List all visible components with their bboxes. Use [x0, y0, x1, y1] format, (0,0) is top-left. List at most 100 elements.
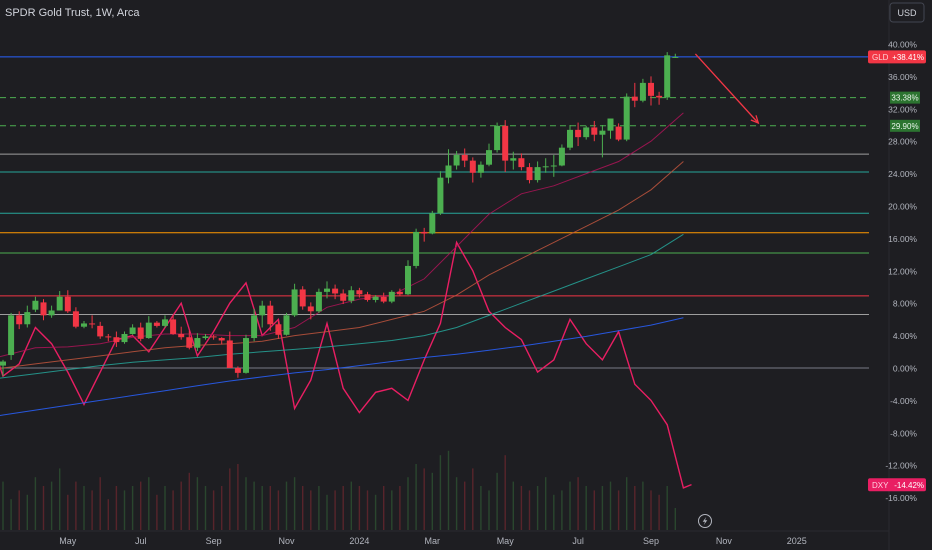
candle[interactable]	[259, 300, 266, 328]
projection-arrow-head[interactable]	[750, 115, 760, 125]
candle[interactable]	[380, 292, 387, 304]
time-axis[interactable]: May Jul Sep Nov 2024 Mar May Jul Sep Nov 2025	[59, 536, 807, 546]
candle[interactable]	[113, 331, 120, 347]
candle[interactable]	[194, 333, 201, 351]
candle[interactable]	[72, 307, 79, 329]
currency-button-label[interactable]: USD	[897, 8, 917, 18]
candle[interactable]	[202, 333, 209, 340]
candle[interactable]	[291, 283, 298, 317]
candle[interactable]	[583, 125, 590, 140]
candle[interactable]	[275, 321, 282, 339]
candle[interactable]	[307, 302, 314, 320]
candle[interactable]	[332, 284, 339, 300]
candle[interactable]	[469, 157, 476, 183]
candle[interactable]	[494, 122, 501, 153]
candle[interactable]	[672, 53, 679, 58]
candle[interactable]	[283, 312, 290, 336]
candle[interactable]	[550, 154, 557, 177]
candle[interactable]	[445, 149, 452, 184]
candle[interactable]	[575, 122, 582, 147]
candle[interactable]	[591, 120, 598, 142]
currency-button[interactable]: USD	[889, 2, 925, 23]
candle[interactable]	[97, 321, 104, 339]
candle[interactable]	[178, 326, 185, 340]
candle[interactable]	[477, 161, 484, 178]
candle[interactable]	[453, 150, 460, 170]
candle-body	[558, 147, 565, 166]
candle[interactable]	[210, 334, 217, 340]
lightning-icon-circle[interactable]	[698, 514, 712, 528]
candle[interactable]	[486, 143, 492, 167]
candle[interactable]	[226, 331, 233, 368]
candle[interactable]	[48, 305, 55, 318]
candle[interactable]	[16, 311, 23, 330]
candle[interactable]	[502, 120, 509, 172]
candle[interactable]	[388, 290, 395, 304]
candle[interactable]	[251, 308, 258, 342]
candle[interactable]	[356, 287, 363, 298]
candle[interactable]	[40, 299, 47, 321]
candle[interactable]	[56, 291, 63, 311]
interval-label[interactable]: 1W	[95, 7, 112, 19]
candle[interactable]	[81, 321, 87, 329]
candle[interactable]	[145, 316, 152, 339]
candle[interactable]	[234, 366, 241, 378]
candle[interactable]	[137, 322, 144, 342]
candle[interactable]	[526, 163, 533, 184]
candle[interactable]	[656, 91, 663, 105]
candle[interactable]	[558, 144, 565, 167]
candle[interactable]	[534, 161, 541, 183]
candle[interactable]	[243, 334, 249, 374]
candle[interactable]	[664, 52, 671, 100]
candle[interactable]	[429, 210, 436, 235]
price-axis[interactable]: 40.00% 36.00% 32.00% 28.00% 24.00% 20.00% 16.0…	[885, 40, 917, 504]
y-tick-label: 28.00%	[888, 137, 917, 147]
candle[interactable]	[315, 288, 322, 313]
candle[interactable]	[396, 288, 403, 296]
candle[interactable]	[218, 337, 225, 345]
candle[interactable]	[340, 289, 347, 305]
candle[interactable]	[324, 281, 330, 299]
candle[interactable]	[299, 286, 306, 310]
candle[interactable]	[542, 158, 549, 173]
candle[interactable]	[615, 123, 622, 142]
currency-button-frame[interactable]	[889, 2, 925, 23]
candle[interactable]	[170, 315, 177, 335]
projection-arrow-shaft[interactable]	[694, 53, 759, 124]
candle[interactable]	[518, 153, 525, 171]
candle[interactable]	[89, 315, 96, 329]
candle[interactable]	[405, 260, 411, 296]
volume-bar	[123, 490, 126, 530]
lightning-icon[interactable]	[698, 514, 712, 528]
candle[interactable]	[0, 359, 6, 377]
candle[interactable]	[129, 324, 136, 335]
candle[interactable]	[8, 312, 15, 360]
candle[interactable]	[153, 321, 160, 328]
candle[interactable]	[648, 76, 654, 106]
candle[interactable]	[510, 151, 517, 170]
candle[interactable]	[364, 291, 371, 302]
candle[interactable]	[372, 295, 379, 303]
candle[interactable]	[348, 286, 355, 304]
candle[interactable]	[186, 330, 193, 350]
candle[interactable]	[461, 148, 468, 168]
candle[interactable]	[64, 290, 71, 313]
candle[interactable]	[567, 125, 573, 151]
candle[interactable]	[24, 305, 31, 328]
candle[interactable]	[105, 333, 112, 342]
candle[interactable]	[413, 228, 420, 269]
candle[interactable]	[639, 78, 646, 103]
candle[interactable]	[121, 331, 128, 344]
candle[interactable]	[32, 296, 39, 313]
candle[interactable]	[631, 82, 638, 108]
candle[interactable]	[623, 93, 630, 142]
candle[interactable]	[607, 118, 614, 139]
lightning-icon-bolt[interactable]	[702, 517, 708, 525]
projection-arrow[interactable]	[694, 53, 760, 125]
candle[interactable]	[599, 125, 606, 158]
candle[interactable]	[437, 171, 444, 215]
candle[interactable]	[267, 300, 274, 331]
candle[interactable]	[421, 227, 428, 242]
candle[interactable]	[162, 315, 168, 328]
